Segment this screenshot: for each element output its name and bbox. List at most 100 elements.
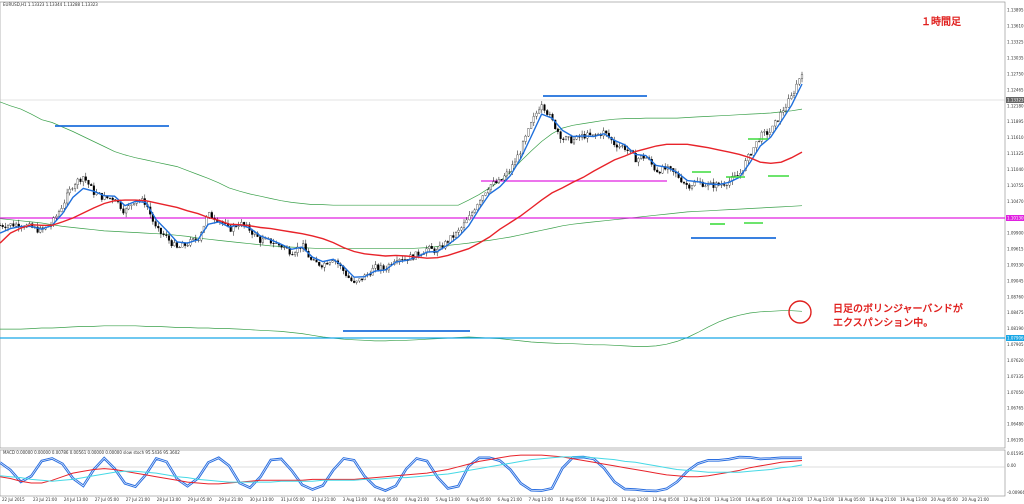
candle-body: [31, 223, 34, 228]
candle-body: [701, 181, 704, 187]
candle-body: [645, 157, 648, 159]
candle-body: [178, 247, 181, 249]
candle-body: [100, 192, 103, 200]
candle-body: [658, 171, 661, 174]
macd-header: MACD 0.00000 0.00000 0.00786 0.00561 0.0…: [3, 450, 180, 455]
candle-body: [508, 171, 511, 173]
time-tick-label: 13 Aug 13:00: [714, 497, 741, 502]
candle-body: [656, 169, 659, 173]
candle-body: [108, 197, 112, 199]
time-tick-label: 12 Aug 21:00: [683, 497, 710, 502]
candle-body: [229, 225, 232, 232]
candle-body: [353, 280, 356, 283]
sma-line: [0, 143, 803, 259]
time-tick-label: 18 Aug 05:00: [838, 497, 865, 502]
candle-body: [127, 205, 130, 210]
price-candles: [0, 71, 804, 285]
candle-body: [513, 161, 517, 165]
candle-body: [690, 185, 694, 189]
candle-body: [154, 221, 157, 227]
candle-body: [680, 177, 683, 183]
candle-body: [331, 260, 334, 263]
candle-body: [776, 120, 779, 122]
price-tick-label: 1.07335: [1007, 374, 1024, 379]
candle-body: [409, 254, 412, 261]
price-tick-label: 1.11610: [1007, 135, 1024, 140]
candle-body: [361, 278, 364, 281]
candle-body: [489, 184, 492, 190]
candle-body: [497, 179, 500, 184]
candle-body: [374, 264, 377, 269]
candle-body: [763, 131, 766, 133]
current-price-box: [1006, 97, 1024, 103]
candle-body: [208, 212, 211, 218]
candle-body: [519, 153, 522, 155]
time-tick-label: 27 Jul 05:00: [95, 497, 119, 502]
price-tick-label: 1.10470: [1007, 199, 1024, 204]
candle-body: [733, 175, 736, 177]
candle-body: [170, 240, 173, 247]
candle-body: [465, 219, 468, 224]
candle-body: [417, 251, 420, 256]
candle-body: [784, 107, 787, 112]
candle-body: [661, 166, 664, 174]
candle-body: [570, 136, 573, 144]
candle-body: [403, 259, 407, 261]
candle-body: [291, 254, 294, 256]
macd-tick-label: 0.00: [1007, 463, 1016, 468]
candle-body: [471, 212, 474, 216]
candle-body: [685, 182, 688, 185]
candle-body: [272, 243, 275, 244]
candle-body: [562, 138, 565, 140]
candle-body: [626, 149, 629, 151]
time-tick-label: 17 Aug 13:00: [807, 497, 834, 502]
candle-body: [481, 195, 484, 201]
price-tick-label: 1.06195: [1007, 438, 1024, 443]
time-tick-label: 28 Jul 13:00: [157, 497, 181, 502]
candle-body: [476, 204, 479, 211]
price-tick-label: 1.11895: [1007, 119, 1024, 124]
candle-body: [116, 201, 120, 203]
price-tick-label: 1.07620: [1007, 358, 1024, 363]
candle-body: [640, 155, 643, 159]
candle-body: [205, 216, 208, 227]
candle-body: [457, 229, 460, 233]
candle-body: [358, 278, 361, 282]
candle-body: [760, 131, 763, 142]
candle-body: [589, 132, 592, 136]
candle-body: [554, 119, 557, 130]
annotation-line-1: 日足のボリンジャーバンドが: [833, 302, 964, 315]
timeframe-note: １時間足: [921, 15, 962, 28]
candle-body: [503, 175, 506, 181]
candle-body: [414, 251, 417, 260]
support-price-box: [1006, 215, 1024, 221]
candle-body: [253, 232, 256, 235]
time-tick-label: 6 Aug 05:00: [467, 497, 492, 502]
candle-body: [487, 189, 490, 194]
candle-body: [4, 226, 7, 229]
candle-body: [682, 181, 686, 184]
time-tick-label: 23 Jul 21:00: [33, 497, 57, 502]
time-tick-label: 29 Jul 05:00: [188, 497, 212, 502]
time-tick-label: 6 Aug 21:00: [498, 497, 523, 502]
candle-body: [76, 178, 79, 185]
candle-body: [637, 158, 640, 163]
candle-body: [162, 233, 165, 236]
candle-body: [460, 227, 463, 231]
candle-body: [92, 185, 95, 195]
candle-body: [591, 134, 594, 136]
candle-body: [715, 182, 718, 188]
candle-body: [122, 208, 125, 214]
price-tick-label: 1.11325: [1007, 151, 1024, 156]
candle-body: [382, 265, 385, 270]
candle-body: [787, 98, 790, 108]
candle-body: [36, 226, 39, 233]
candle-body: [173, 242, 176, 247]
candle-body: [755, 141, 758, 148]
candle-body: [723, 184, 726, 186]
candle-body: [618, 146, 621, 148]
candle-body: [484, 192, 487, 196]
candle-body: [320, 265, 323, 268]
